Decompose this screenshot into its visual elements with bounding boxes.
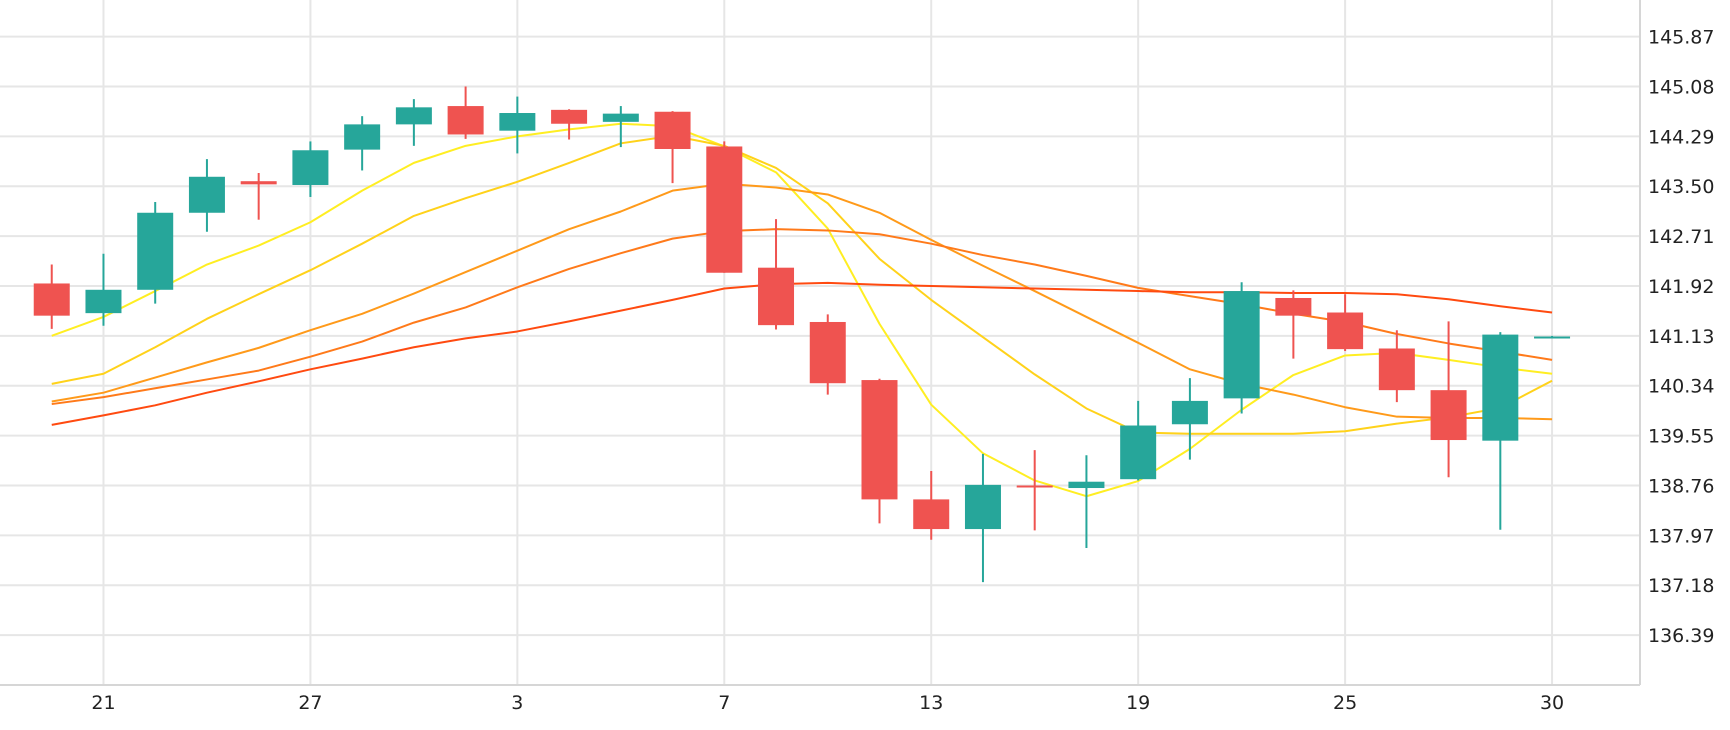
candle-body bbox=[602, 113, 639, 122]
y-tick-label: 143.50 bbox=[1648, 176, 1714, 198]
y-tick-label: 144.29 bbox=[1648, 126, 1714, 148]
candle-body bbox=[85, 289, 122, 314]
candle-body bbox=[1016, 485, 1053, 488]
candle bbox=[1534, 335, 1571, 339]
moving-average-line-3 bbox=[51, 182, 1553, 421]
x-tick-label: 7 bbox=[718, 692, 730, 714]
candle bbox=[913, 470, 950, 540]
candle-body bbox=[1223, 291, 1260, 399]
candle bbox=[1016, 450, 1053, 531]
y-tick-label: 137.97 bbox=[1648, 525, 1714, 547]
x-tick-label: 3 bbox=[511, 692, 523, 714]
candle bbox=[654, 111, 691, 184]
x-tick-label: 27 bbox=[298, 692, 322, 714]
candle-body bbox=[1171, 400, 1208, 425]
candle-body bbox=[1275, 297, 1312, 316]
x-tick-label: 30 bbox=[1540, 692, 1564, 714]
candles bbox=[33, 86, 1571, 583]
candle-body bbox=[1068, 481, 1105, 489]
y-tick-label: 145.08 bbox=[1648, 76, 1714, 98]
candle-body bbox=[188, 176, 225, 213]
y-tick-label: 139.55 bbox=[1648, 426, 1714, 448]
candle-body bbox=[1482, 334, 1519, 441]
moving-average-line-5 bbox=[51, 281, 1553, 426]
candle bbox=[292, 141, 329, 197]
candle-body bbox=[499, 113, 536, 131]
candle-body bbox=[758, 267, 795, 326]
grid bbox=[0, 0, 1640, 685]
y-tick-label: 141.92 bbox=[1648, 276, 1714, 298]
candle bbox=[1068, 455, 1105, 548]
candle bbox=[85, 253, 122, 326]
moving-average-line-1 bbox=[51, 122, 1553, 498]
candle bbox=[1430, 321, 1467, 478]
candle-body bbox=[861, 380, 898, 500]
moving-average-line-2 bbox=[51, 134, 1553, 435]
candle bbox=[1275, 290, 1312, 359]
candle-body bbox=[809, 321, 846, 384]
candle bbox=[137, 202, 174, 304]
candle bbox=[809, 314, 846, 395]
candle bbox=[602, 106, 639, 148]
candle-body bbox=[964, 484, 1001, 530]
candle-body bbox=[344, 124, 381, 150]
candle bbox=[499, 96, 536, 154]
candle-body bbox=[447, 106, 484, 135]
candle bbox=[395, 99, 432, 146]
candle bbox=[33, 264, 70, 329]
candle-body bbox=[292, 150, 329, 185]
candle-body bbox=[240, 181, 277, 185]
candle bbox=[188, 159, 225, 232]
candle bbox=[758, 219, 795, 330]
candle-body bbox=[551, 109, 588, 124]
candle bbox=[1171, 378, 1208, 460]
candle bbox=[551, 109, 588, 140]
y-tick-label: 145.87 bbox=[1648, 27, 1714, 49]
candle bbox=[1120, 400, 1157, 481]
candle-body bbox=[33, 283, 70, 316]
candle-body bbox=[913, 499, 950, 530]
candle bbox=[706, 141, 743, 273]
candle-body bbox=[1534, 336, 1571, 339]
candle bbox=[447, 86, 484, 139]
x-tick-label: 21 bbox=[91, 692, 115, 714]
x-tick-label: 19 bbox=[1126, 692, 1150, 714]
candle-body bbox=[1378, 348, 1415, 391]
axes: 145.87 145.08 144.29 143.50 142.71 141.92 141.… bbox=[0, 0, 1714, 714]
y-tick-label: 137.18 bbox=[1648, 575, 1714, 597]
candle bbox=[344, 116, 381, 171]
moving-average-lines bbox=[51, 122, 1553, 498]
candle bbox=[1378, 330, 1415, 403]
candle bbox=[240, 172, 277, 220]
y-tick-label: 140.34 bbox=[1648, 376, 1714, 398]
candle bbox=[1327, 294, 1364, 352]
candle-body bbox=[1327, 312, 1364, 350]
y-tick-label: 142.71 bbox=[1648, 226, 1714, 248]
candle-body bbox=[1430, 390, 1467, 441]
candle bbox=[1482, 332, 1519, 530]
candle-body bbox=[137, 212, 174, 290]
candle bbox=[964, 453, 1001, 583]
y-tick-label: 138.76 bbox=[1648, 475, 1714, 497]
candle-body bbox=[706, 146, 743, 273]
candle bbox=[861, 378, 898, 524]
candle-body bbox=[654, 111, 691, 149]
x-tick-label: 13 bbox=[919, 692, 943, 714]
candle-body bbox=[395, 107, 432, 125]
candle-body bbox=[1120, 425, 1157, 480]
y-tick-label: 141.13 bbox=[1648, 326, 1714, 348]
y-tick-label: 136.39 bbox=[1648, 625, 1714, 647]
candle bbox=[1223, 282, 1260, 414]
x-tick-label: 25 bbox=[1333, 692, 1357, 714]
